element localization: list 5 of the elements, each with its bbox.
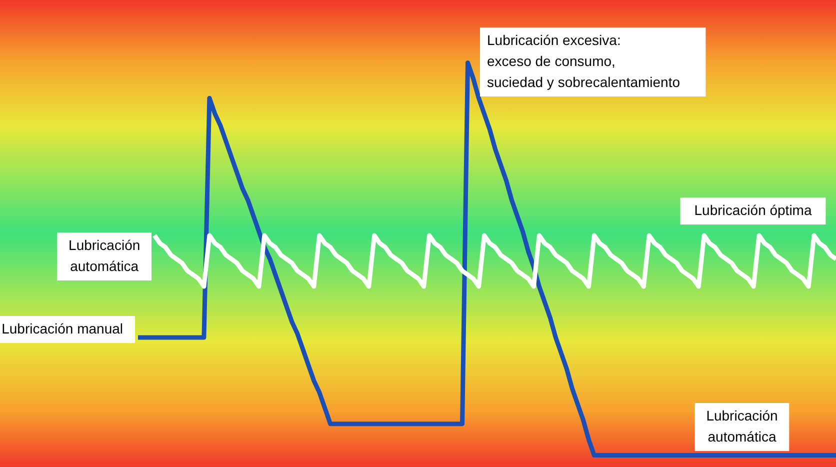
series-label: Lubricación manual <box>2 320 124 336</box>
annotation: Lubricación óptima <box>694 202 812 218</box>
annotation: Lubricación excesiva: exceso de consumo, suciedad y sobrecalentamiento <box>487 32 680 90</box>
series-label: Lubricación automática <box>68 236 140 274</box>
annotation: Lubricación automática <box>706 408 778 444</box>
